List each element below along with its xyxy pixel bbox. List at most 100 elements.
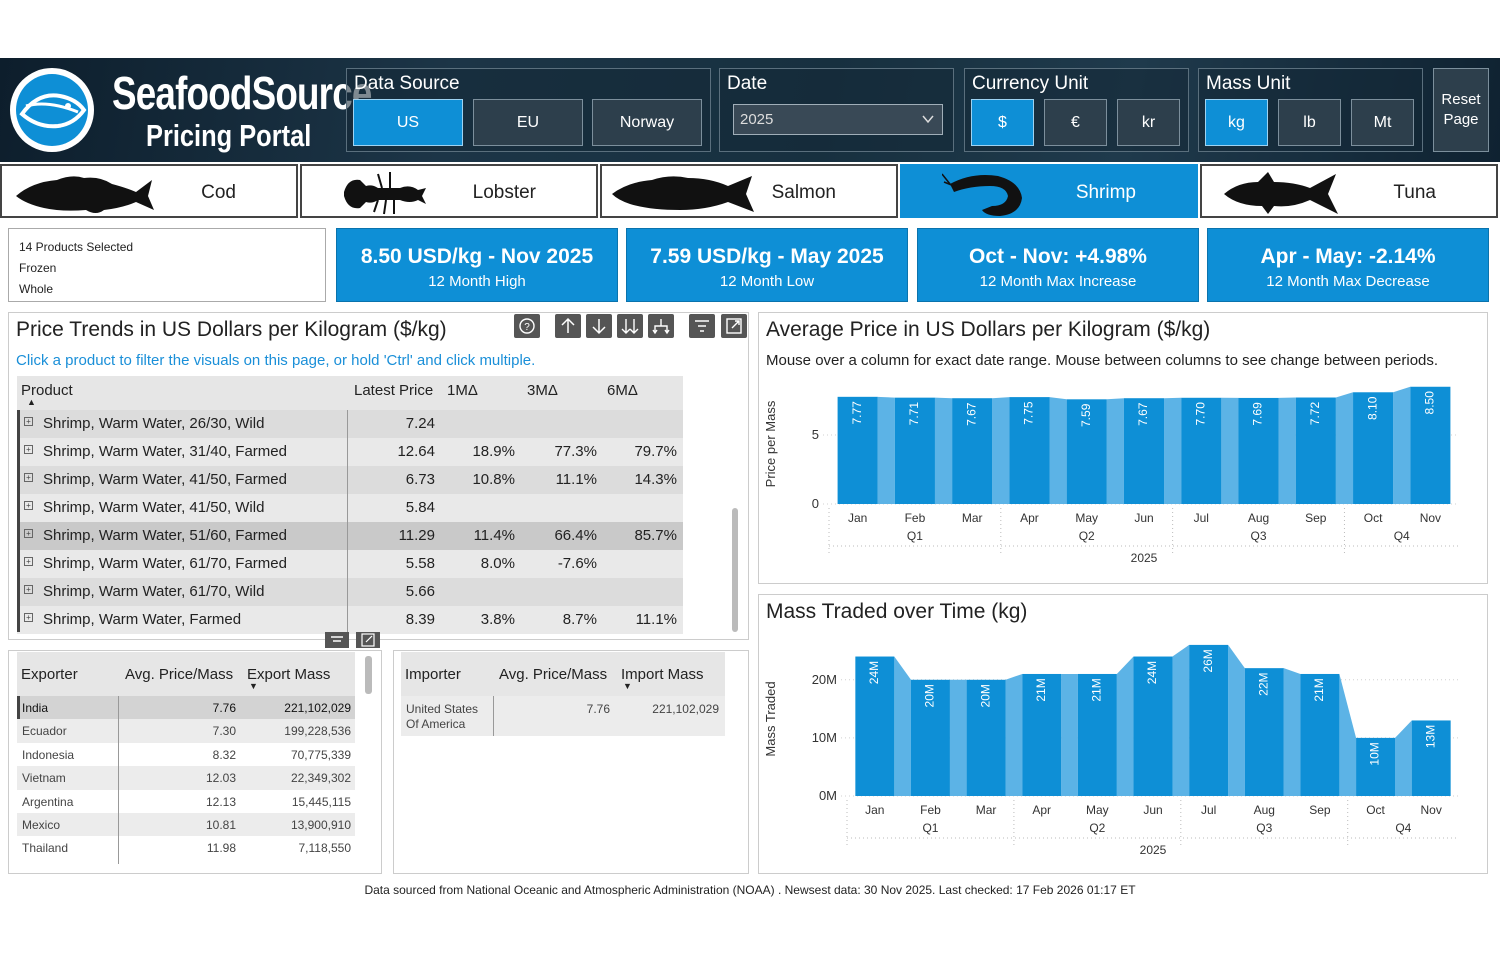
table-row[interactable]: + Shrimp, Warm Water, 41/50, Farmed 6.73 10… (17, 466, 683, 494)
column-header-1m-change[interactable]: 1MΔ (447, 382, 478, 399)
bar-oct[interactable] (1356, 737, 1396, 796)
column-header-avg-price[interactable]: Avg. Price/Mass (125, 666, 234, 683)
expand-plus-icon[interactable]: + (24, 417, 33, 426)
data-source-us-button[interactable]: US (353, 99, 463, 146)
column-header-avg-price[interactable]: Avg. Price/Mass (499, 666, 608, 683)
bar-apr[interactable] (1009, 397, 1050, 504)
bar-connector[interactable] (1005, 673, 1023, 796)
drill-up-button[interactable] (555, 314, 581, 338)
bar-mar[interactable] (966, 679, 1006, 796)
table-row[interactable]: Ecuador 7.30 199,228,536 (17, 719, 355, 743)
bar-apr[interactable] (1022, 673, 1062, 796)
help-button[interactable]: ? (514, 314, 540, 338)
expand-plus-icon[interactable]: + (24, 585, 33, 594)
bar-jul[interactable] (1181, 397, 1222, 504)
table-row[interactable]: Vietnam 12.03 22,349,302 (17, 766, 355, 790)
table-row[interactable]: + Shrimp, Warm Water, 31/40, Farmed 12.64 1… (17, 438, 683, 466)
bar-connector[interactable] (1116, 656, 1134, 796)
bar-connector[interactable] (1283, 668, 1301, 796)
bar-connector[interactable] (877, 396, 895, 504)
bar-aug[interactable] (1244, 668, 1284, 796)
bar-oct[interactable] (1353, 392, 1394, 504)
bar-connector[interactable] (894, 656, 911, 796)
focus-mode-button[interactable] (721, 314, 747, 338)
table-row[interactable]: + Shrimp, Warm Water, 41/50, Wild 5.84 (17, 494, 683, 522)
table-row[interactable]: + Shrimp, Warm Water, Farmed 8.39 3.8% 8.7% 1… (17, 606, 683, 634)
bar-mar[interactable] (952, 398, 993, 504)
drill-down-button[interactable] (586, 314, 612, 338)
column-header-import-mass[interactable]: Import Mass (621, 666, 704, 683)
tab-salmon[interactable]: Salmon (600, 164, 898, 218)
table-row[interactable]: Indonesia 8.32 70,775,339 (17, 742, 355, 767)
bar-feb[interactable] (894, 397, 935, 504)
exporter-scrollbar[interactable] (365, 656, 372, 694)
bar-nov[interactable] (1410, 386, 1451, 504)
bar-connector[interactable] (1106, 398, 1124, 504)
bar-connector[interactable] (992, 397, 1010, 504)
table-row[interactable]: Mexico 10.81 13,900,910 (17, 812, 355, 837)
bar-connector[interactable] (1339, 673, 1357, 796)
tab-lobster[interactable]: Lobster (300, 164, 598, 218)
expand-plus-icon[interactable]: + (24, 473, 33, 482)
reset-page-button[interactable]: Reset Page (1433, 68, 1489, 152)
table-row[interactable]: Thailand 11.98 7,118,550 (17, 836, 355, 860)
table-row[interactable]: + Shrimp, Warm Water, 26/30, Wild 7.24 (17, 410, 683, 438)
bar-connector[interactable] (1278, 397, 1296, 504)
bar-nov[interactable] (1411, 720, 1451, 796)
table-row[interactable]: + Shrimp, Warm Water, 61/70, Farmed 5.58 8.… (17, 550, 683, 578)
column-header-latest-price[interactable]: Latest Price (354, 382, 434, 399)
column-header-3m-change[interactable]: 3MΔ (527, 382, 558, 399)
bar-jan[interactable] (855, 656, 895, 796)
table-filter-button[interactable] (325, 632, 349, 648)
column-header-6m-change[interactable]: 6MΔ (607, 382, 638, 399)
expand-plus-icon[interactable]: + (24, 445, 33, 454)
bar-connector[interactable] (1395, 720, 1412, 796)
price-trends-scrollbar[interactable] (732, 508, 738, 632)
bar-connector[interactable] (1164, 397, 1182, 504)
bar-may[interactable] (1077, 673, 1117, 796)
bar-jun[interactable] (1123, 398, 1165, 504)
table-focus-button[interactable] (356, 632, 380, 648)
currency-kr-button[interactable]: kr (1117, 99, 1180, 146)
tab-tuna[interactable]: Tuna (1200, 164, 1498, 218)
bar-jul[interactable] (1189, 644, 1229, 796)
bar-feb[interactable] (910, 679, 950, 796)
mass-mt-button[interactable]: Mt (1351, 99, 1414, 146)
column-header-product[interactable]: Product (21, 382, 73, 399)
currency-usd-button[interactable]: $ (971, 99, 1034, 146)
data-source-norway-button[interactable]: Norway (592, 99, 702, 146)
date-dropdown[interactable]: 2025 (733, 104, 943, 135)
bar-connector[interactable] (1221, 397, 1239, 504)
bar-sep[interactable] (1300, 673, 1340, 796)
bar-jun[interactable] (1133, 656, 1173, 796)
data-source-eu-button[interactable]: EU (473, 99, 583, 146)
expand-plus-icon[interactable]: + (24, 529, 33, 538)
bar-connector[interactable] (1172, 644, 1190, 796)
column-header-exporter[interactable]: Exporter (21, 666, 78, 683)
bar-connector[interactable] (1061, 673, 1078, 796)
mass-kg-button[interactable]: kg (1205, 99, 1268, 146)
filter-button[interactable] (689, 314, 715, 338)
expand-next-level-button[interactable] (617, 314, 643, 338)
column-header-importer[interactable]: Importer (405, 666, 461, 683)
table-row[interactable]: India 7.76 221,102,029 (17, 696, 355, 720)
table-row[interactable]: + Shrimp, Warm Water, 51/60, Farmed 11.29 1… (17, 522, 683, 550)
column-header-export-mass[interactable]: Export Mass (247, 666, 331, 683)
expand-plus-icon[interactable]: + (24, 613, 33, 622)
expand-plus-icon[interactable]: + (24, 501, 33, 510)
expand-all-button[interactable] (648, 314, 674, 338)
tab-cod[interactable]: Cod (0, 164, 298, 218)
bar-connector[interactable] (1393, 386, 1411, 504)
currency-eur-button[interactable]: € (1044, 99, 1107, 146)
table-row[interactable]: + Shrimp, Warm Water, 61/70, Wild 5.66 (17, 578, 683, 606)
bar-aug[interactable] (1238, 397, 1279, 504)
bar-connector[interactable] (1049, 397, 1067, 504)
table-row[interactable]: Argentina 12.13 15,445,115 (17, 789, 355, 813)
bar-connector[interactable] (934, 397, 953, 504)
bar-may[interactable] (1066, 399, 1107, 504)
mass-lb-button[interactable]: lb (1278, 99, 1341, 146)
bar-connector[interactable] (1335, 392, 1354, 504)
bar-sep[interactable] (1295, 397, 1336, 504)
tab-shrimp[interactable]: Shrimp (900, 164, 1198, 218)
expand-plus-icon[interactable]: + (24, 557, 33, 566)
